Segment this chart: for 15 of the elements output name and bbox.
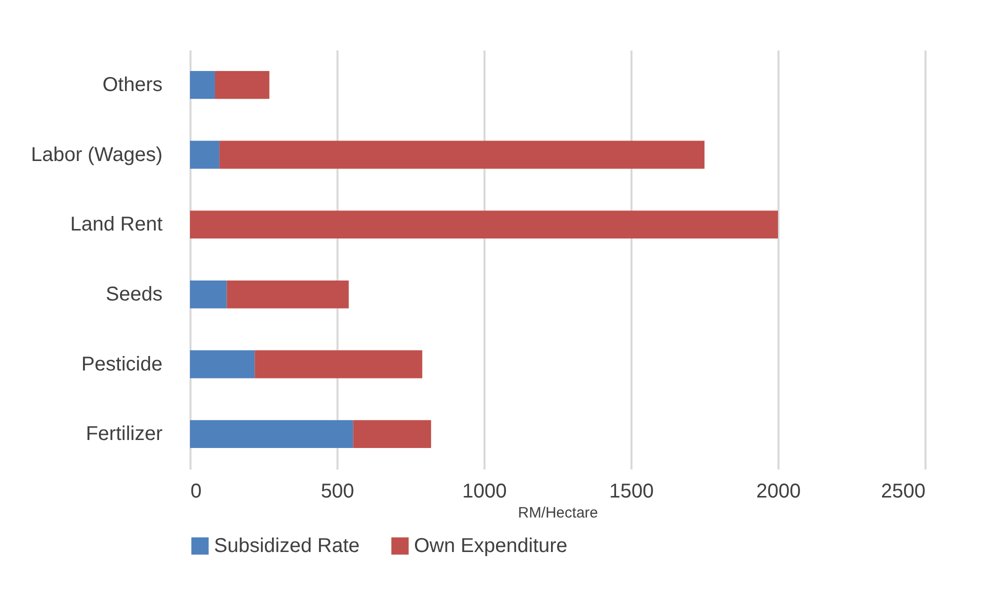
y-tick-label: Labor (Wages): [30, 144, 162, 166]
y-tick-label: Pesticide: [81, 353, 162, 376]
y-tick-label: Fertilizer: [86, 423, 163, 446]
x-tick-label: 0: [190, 480, 202, 502]
x-axis-title: RM/Hectare: [518, 504, 598, 522]
x-tick-label: 500: [320, 480, 354, 502]
y-tick-label: Seeds: [106, 283, 162, 306]
x-tick-label: 1500: [609, 480, 654, 502]
y-tick-label: Land Rent: [70, 214, 163, 236]
y-tick-label: Others: [102, 74, 162, 96]
legend-label: Subsidized Rate: [214, 535, 360, 557]
x-tick-label: 1000: [462, 480, 507, 502]
legend-label: Own Expenditure: [414, 535, 568, 557]
x-tick-label: 2000: [756, 480, 801, 502]
x-tick-label: 2500: [881, 480, 926, 502]
